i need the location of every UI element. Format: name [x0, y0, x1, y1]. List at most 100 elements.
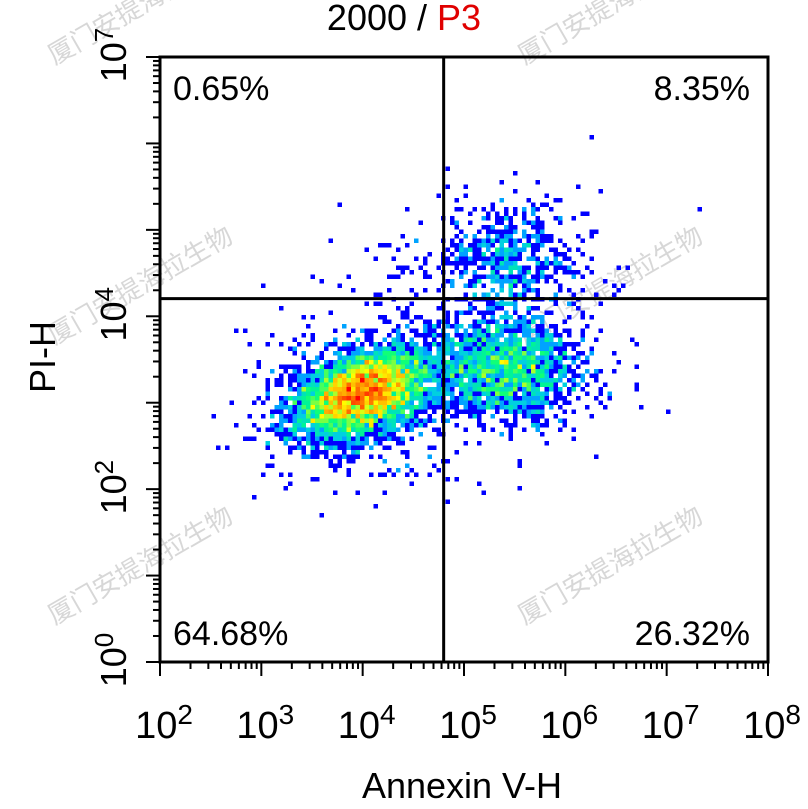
event-dot: [499, 243, 504, 248]
event-dot: [468, 247, 473, 252]
event-dot: [315, 387, 320, 392]
event-dot: [468, 400, 473, 405]
event-dot: [589, 315, 594, 320]
event-dot: [477, 481, 482, 486]
event-dot: [495, 373, 500, 378]
event-dot: [418, 220, 423, 225]
event-dot: [562, 423, 567, 428]
event-dot: [454, 198, 459, 203]
event-dot: [535, 391, 540, 396]
event-dot: [373, 409, 378, 414]
event-dot: [454, 351, 459, 356]
event-dot: [639, 405, 644, 410]
event-dot: [378, 387, 383, 392]
event-dot: [450, 364, 455, 369]
event-dot: [324, 418, 329, 423]
event-dot: [364, 373, 369, 378]
event-dot: [364, 441, 369, 446]
event-dot: [328, 396, 333, 401]
event-dot: [522, 387, 527, 392]
event-dot: [396, 382, 401, 387]
event-dot: [540, 202, 545, 207]
event-dot: [567, 355, 572, 360]
event-dot: [391, 472, 396, 477]
event-dot: [333, 405, 338, 410]
event-dot: [387, 274, 392, 279]
event-dot: [666, 409, 671, 414]
event-dot: [481, 360, 486, 365]
event-dot: [301, 418, 306, 423]
event-dot: [319, 432, 324, 437]
event-dot: [477, 229, 482, 234]
event-dot: [517, 247, 522, 252]
event-dot: [288, 382, 293, 387]
event-dot: [427, 472, 432, 477]
event-dot: [513, 400, 518, 405]
event-dot: [576, 355, 581, 360]
event-dot: [454, 243, 459, 248]
event-dot: [319, 400, 324, 405]
event-dot: [612, 351, 617, 356]
event-dot: [481, 369, 486, 374]
event-dot: [535, 414, 540, 419]
event-dot: [414, 333, 419, 338]
event-dot: [288, 396, 293, 401]
event-dot: [495, 351, 500, 356]
event-dot: [522, 346, 527, 351]
event-dot: [355, 454, 360, 459]
event-dot: [558, 333, 563, 338]
event-dot: [252, 423, 257, 428]
event-dot: [526, 243, 531, 248]
event-dot: [387, 288, 392, 293]
event-dot: [463, 310, 468, 315]
event-dot: [288, 472, 293, 477]
event-dot: [504, 211, 509, 216]
event-dot: [405, 463, 410, 468]
event-dot: [450, 396, 455, 401]
event-dot: [333, 490, 338, 495]
event-dot: [567, 378, 572, 383]
y-tick-label: 100: [89, 633, 134, 688]
event-dot: [508, 220, 513, 225]
event-dot: [486, 387, 491, 392]
event-dot: [229, 400, 234, 405]
event-dot: [477, 418, 482, 423]
event-dot: [553, 198, 558, 203]
event-dot: [351, 373, 356, 378]
event-dot: [328, 360, 333, 365]
event-dot: [346, 351, 351, 356]
event-dot: [427, 418, 432, 423]
chart-title: 2000 / P3: [327, 0, 481, 38]
event-dot: [405, 243, 410, 248]
event-dot: [328, 423, 333, 428]
event-dot: [378, 360, 383, 365]
event-dot: [450, 283, 455, 288]
event-dot: [531, 342, 536, 347]
event-dot: [427, 319, 432, 324]
event-dot: [504, 387, 509, 392]
event-dot: [360, 355, 365, 360]
event-dot: [472, 256, 477, 261]
event-dot: [297, 364, 302, 369]
event-dot: [324, 369, 329, 374]
event-dot: [508, 337, 513, 342]
event-dot: [558, 360, 563, 365]
event-dot: [540, 234, 545, 239]
event-dot: [567, 270, 572, 275]
event-dot: [427, 445, 432, 450]
event-dot: [364, 247, 369, 252]
event-dot: [387, 351, 392, 356]
event-dot: [292, 378, 297, 383]
event-dot: [472, 369, 477, 374]
event-dot: [490, 202, 495, 207]
event-dot: [562, 409, 567, 414]
event-dot: [531, 396, 536, 401]
event-dot: [405, 387, 410, 392]
event-dot: [391, 423, 396, 428]
event-dot: [571, 301, 576, 306]
event-dot: [432, 396, 437, 401]
event-dot: [216, 445, 221, 450]
event-dot: [301, 436, 306, 441]
event-dot: [526, 310, 531, 315]
event-dot: [310, 373, 315, 378]
